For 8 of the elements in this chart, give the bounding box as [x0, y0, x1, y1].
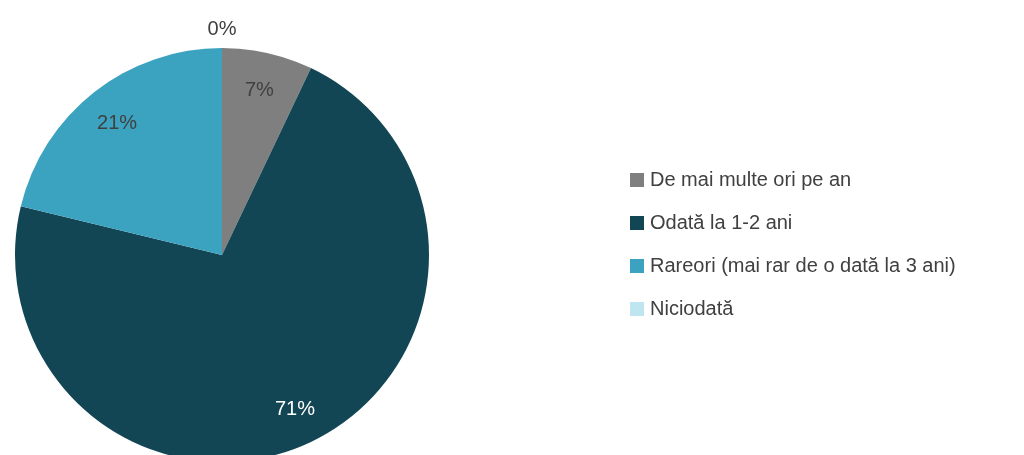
legend-label: Odată la 1-2 ani [650, 211, 793, 234]
legend-label: Niciodată [650, 297, 734, 320]
legend-label: De mai multe ori pe an [650, 168, 852, 191]
data-label: 21% [97, 110, 138, 133]
data-label: 7% [244, 78, 275, 101]
text: 0% [207, 17, 237, 39]
legend-label: Rareori (mai rar de o dată la 3 ani) [650, 254, 956, 277]
data-label: 71% [274, 397, 316, 420]
